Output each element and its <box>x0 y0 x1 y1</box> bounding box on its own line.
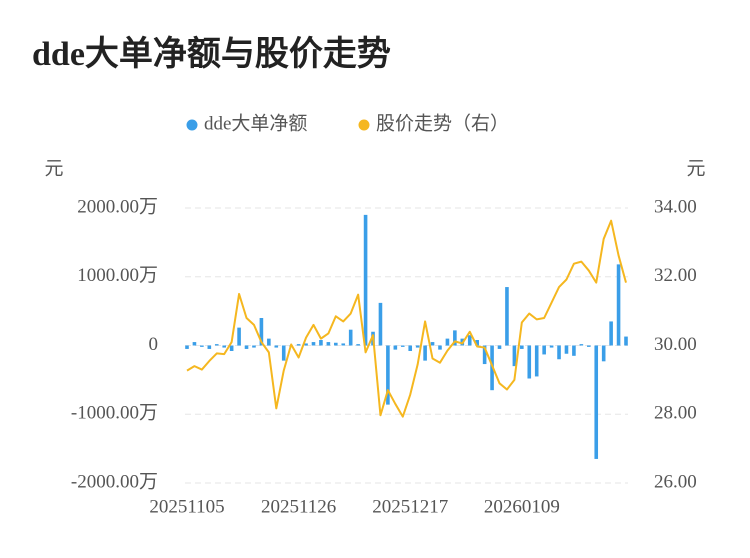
y2-tick-label: 32.00 <box>654 265 697 286</box>
bar <box>415 345 420 348</box>
bar <box>408 345 413 351</box>
bar <box>579 344 584 346</box>
bar <box>259 318 264 346</box>
bar <box>467 335 472 346</box>
bar <box>475 340 479 346</box>
bar <box>438 345 442 350</box>
bar <box>601 345 606 362</box>
bar <box>192 342 197 346</box>
bar <box>624 336 628 346</box>
bar <box>586 345 591 347</box>
x-tick-label: 20251105 <box>149 496 224 517</box>
bar <box>542 345 546 355</box>
bar <box>616 264 621 346</box>
bar <box>326 342 331 346</box>
bar <box>356 344 360 346</box>
bar <box>527 345 532 379</box>
legend-marker <box>358 119 370 131</box>
x-tick-label: 20251217 <box>372 496 448 517</box>
bar <box>341 343 346 346</box>
bar <box>378 302 383 346</box>
y2-tick-label: 28.00 <box>654 403 697 424</box>
bar <box>267 338 271 346</box>
bar <box>386 345 390 405</box>
bar <box>482 345 487 365</box>
bar <box>572 345 576 356</box>
bar <box>207 345 212 349</box>
bar <box>296 344 301 346</box>
bar <box>423 345 427 361</box>
bar <box>304 343 308 346</box>
bar <box>311 342 316 346</box>
legend-label: 股价走势（右） <box>376 112 509 134</box>
bar <box>520 345 524 349</box>
bar <box>237 327 241 346</box>
bar <box>549 345 554 348</box>
bar <box>252 345 256 348</box>
bar <box>557 345 561 360</box>
y2-tick-label: 26.00 <box>654 471 697 492</box>
y-axis-label: 元 <box>44 158 63 179</box>
price-line <box>186 219 627 418</box>
bar <box>497 345 502 349</box>
bar <box>400 345 405 347</box>
bar <box>534 345 539 377</box>
legend-label: dde大单净额 <box>204 112 307 134</box>
bar <box>274 345 279 348</box>
y-tick-label: -1000.00万 <box>71 403 158 424</box>
bar <box>244 345 249 349</box>
bar <box>334 342 338 346</box>
bar <box>200 345 204 347</box>
bar <box>512 345 517 367</box>
x-tick-label: 20251126 <box>261 496 336 517</box>
bar <box>363 214 368 346</box>
bar <box>393 345 398 350</box>
bar <box>564 345 569 354</box>
bar <box>453 330 457 346</box>
y2-tick-label: 34.00 <box>654 196 697 217</box>
bar <box>214 344 219 346</box>
y2-tick-label: 30.00 <box>654 334 697 355</box>
y-tick-label: 0 <box>149 334 159 355</box>
bar <box>430 342 435 346</box>
y2-axis-label: 元 <box>686 158 705 179</box>
bar <box>222 345 227 348</box>
bar <box>505 287 509 346</box>
bar <box>229 345 234 351</box>
bar <box>609 321 613 346</box>
bar <box>281 345 286 361</box>
chart-title: dde大单净额与股价走势 <box>32 35 391 73</box>
y-tick-label: -2000.00万 <box>71 471 158 492</box>
y-tick-label: 2000.00万 <box>77 196 158 217</box>
bar <box>185 345 189 349</box>
bar <box>445 338 450 346</box>
y-tick-label: 1000.00万 <box>77 265 158 286</box>
bar <box>594 345 599 459</box>
legend-marker <box>186 119 198 131</box>
bar <box>319 340 323 346</box>
bar <box>348 329 353 346</box>
x-tick-label: 20260109 <box>484 496 560 517</box>
